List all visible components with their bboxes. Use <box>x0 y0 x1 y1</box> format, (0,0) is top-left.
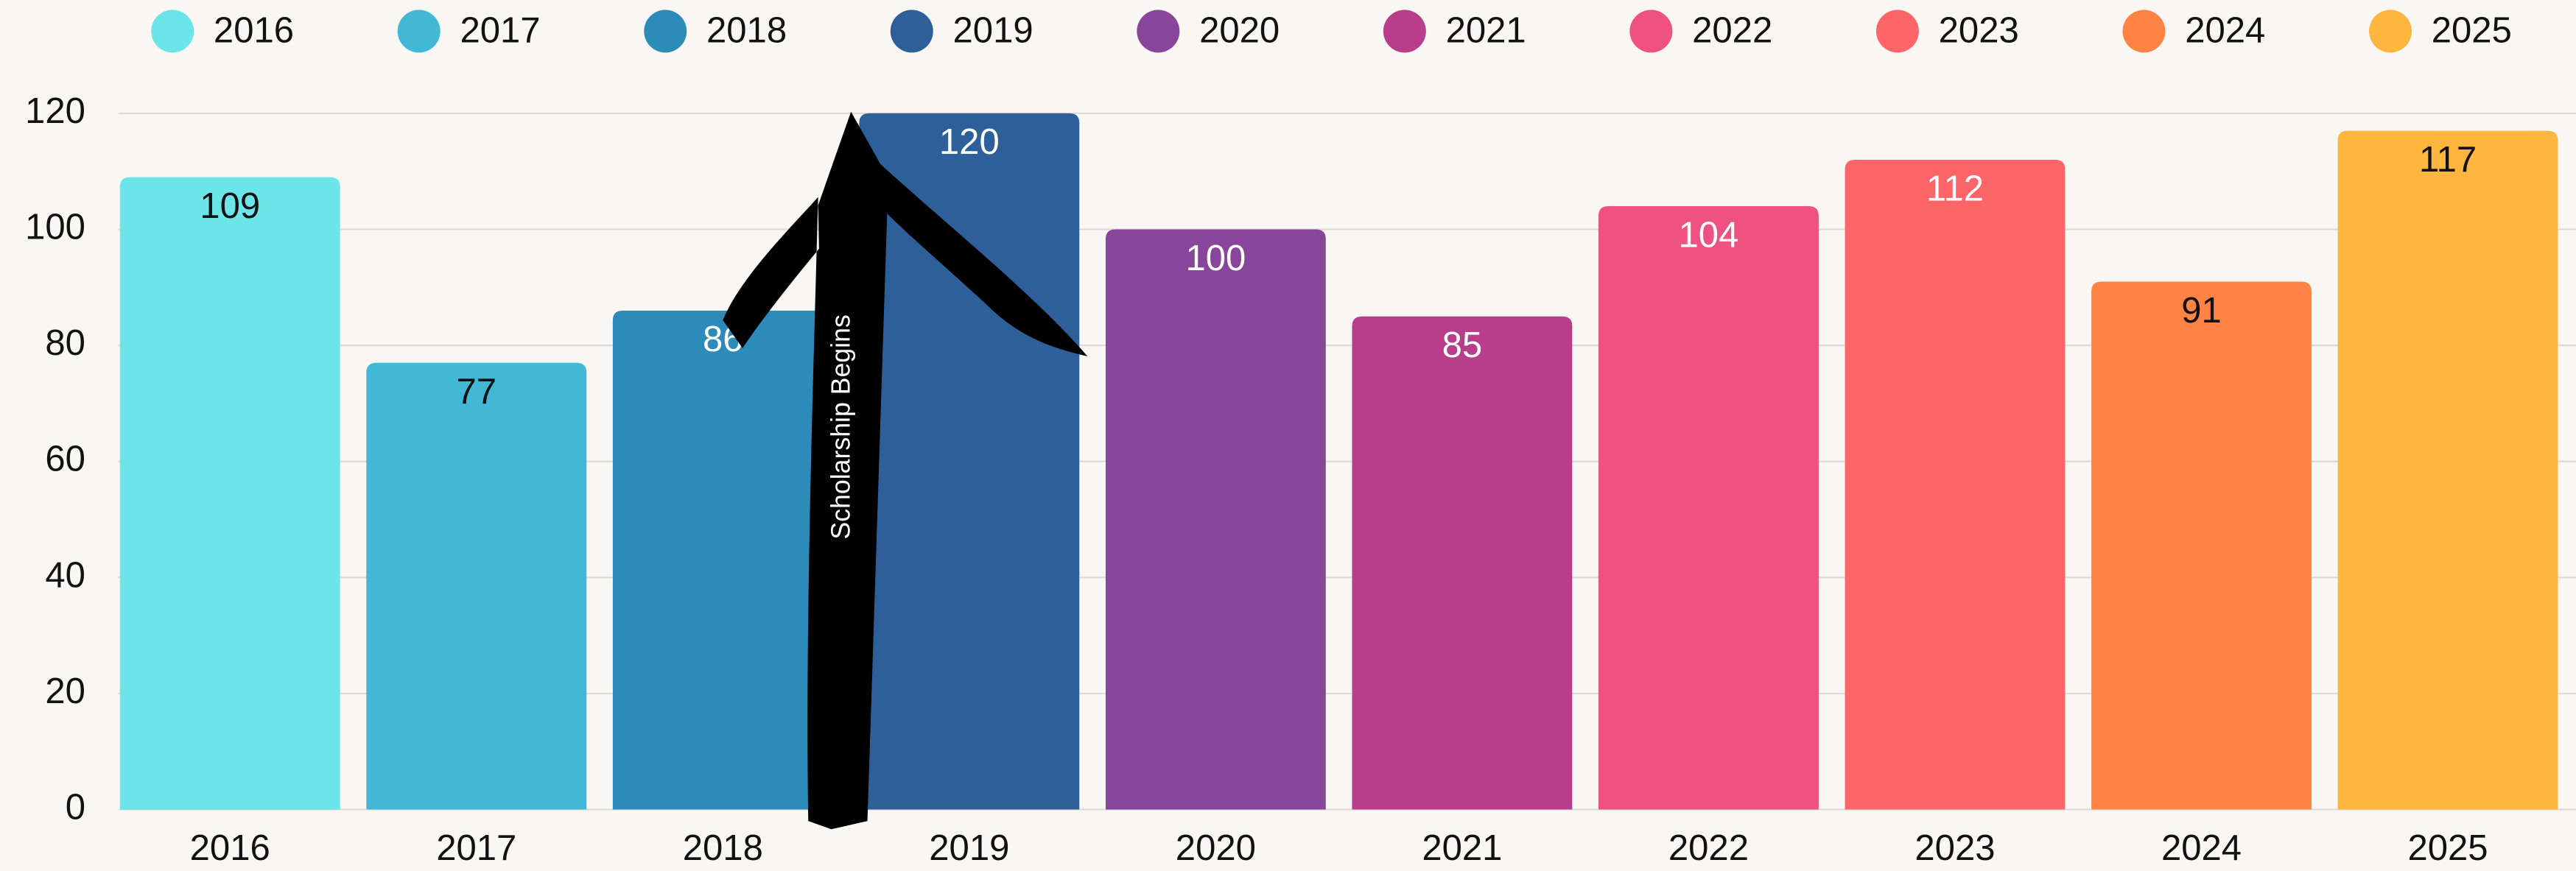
x-tick-label: 2022 <box>1668 828 1749 868</box>
bar <box>859 113 1080 810</box>
y-tick-label: 0 <box>66 787 85 827</box>
y-tick-label: 60 <box>45 440 85 479</box>
legend-label: 2022 <box>1692 11 1772 51</box>
value-label: 85 <box>1442 325 1483 365</box>
value-label: 120 <box>939 122 1000 162</box>
legend-swatch <box>1875 10 1919 53</box>
annotation-text: Scholarship Begins <box>827 314 856 539</box>
bar <box>1352 316 1573 810</box>
legend-swatch <box>644 10 687 53</box>
legend-label: 2017 <box>460 11 540 51</box>
legend-label: 2025 <box>2432 11 2512 51</box>
y-tick-label: 40 <box>45 555 85 595</box>
legend-swatch <box>890 10 933 53</box>
x-tick-label: 2016 <box>190 828 270 868</box>
legend-label: 2021 <box>1446 11 1526 51</box>
legend-swatch <box>1629 10 1673 53</box>
y-tick-label: 120 <box>25 91 85 131</box>
bar <box>612 310 833 810</box>
value-label: 112 <box>1926 169 1984 208</box>
legend-swatch <box>151 10 194 53</box>
bar <box>1105 229 1326 810</box>
value-label: 117 <box>2419 140 2477 180</box>
legend-swatch <box>2122 10 2166 53</box>
value-label: 91 <box>2181 291 2222 331</box>
legend-label: 2020 <box>1199 11 1280 51</box>
value-label: 77 <box>456 372 496 412</box>
x-tick-label: 2024 <box>2161 828 2242 868</box>
annotation-arrow <box>723 111 1088 830</box>
legend-label: 2023 <box>1939 11 2019 51</box>
y-tick-label: 100 <box>25 207 85 247</box>
x-tick-label: 2018 <box>683 828 763 868</box>
x-tick-label: 2020 <box>1176 828 1256 868</box>
legend-swatch <box>1383 10 1426 53</box>
x-tick-label: 2019 <box>929 828 1009 868</box>
y-tick-label: 80 <box>45 323 85 363</box>
x-tick-label: 2023 <box>1915 828 1995 868</box>
legend-swatch <box>1137 10 1180 53</box>
value-label: 100 <box>1185 239 1246 278</box>
legend-swatch <box>2368 10 2412 53</box>
legend-label: 2024 <box>2185 11 2265 51</box>
bar <box>1845 159 2066 810</box>
x-tick-label: 2025 <box>2407 828 2488 868</box>
bar <box>1598 206 1819 810</box>
value-label: 104 <box>1679 215 1739 255</box>
x-tick-label: 2021 <box>1422 828 1502 868</box>
legend-label: 2018 <box>706 11 787 51</box>
bar <box>119 177 340 810</box>
legend-label: 2016 <box>214 11 294 51</box>
legend-label: 2019 <box>953 11 1033 51</box>
x-tick-label: 2017 <box>436 828 516 868</box>
y-tick-label: 20 <box>45 671 85 711</box>
legend-swatch <box>397 10 441 53</box>
bar <box>2091 281 2312 810</box>
bar <box>366 362 587 810</box>
value-label: 109 <box>200 186 260 226</box>
bar <box>2337 130 2558 810</box>
